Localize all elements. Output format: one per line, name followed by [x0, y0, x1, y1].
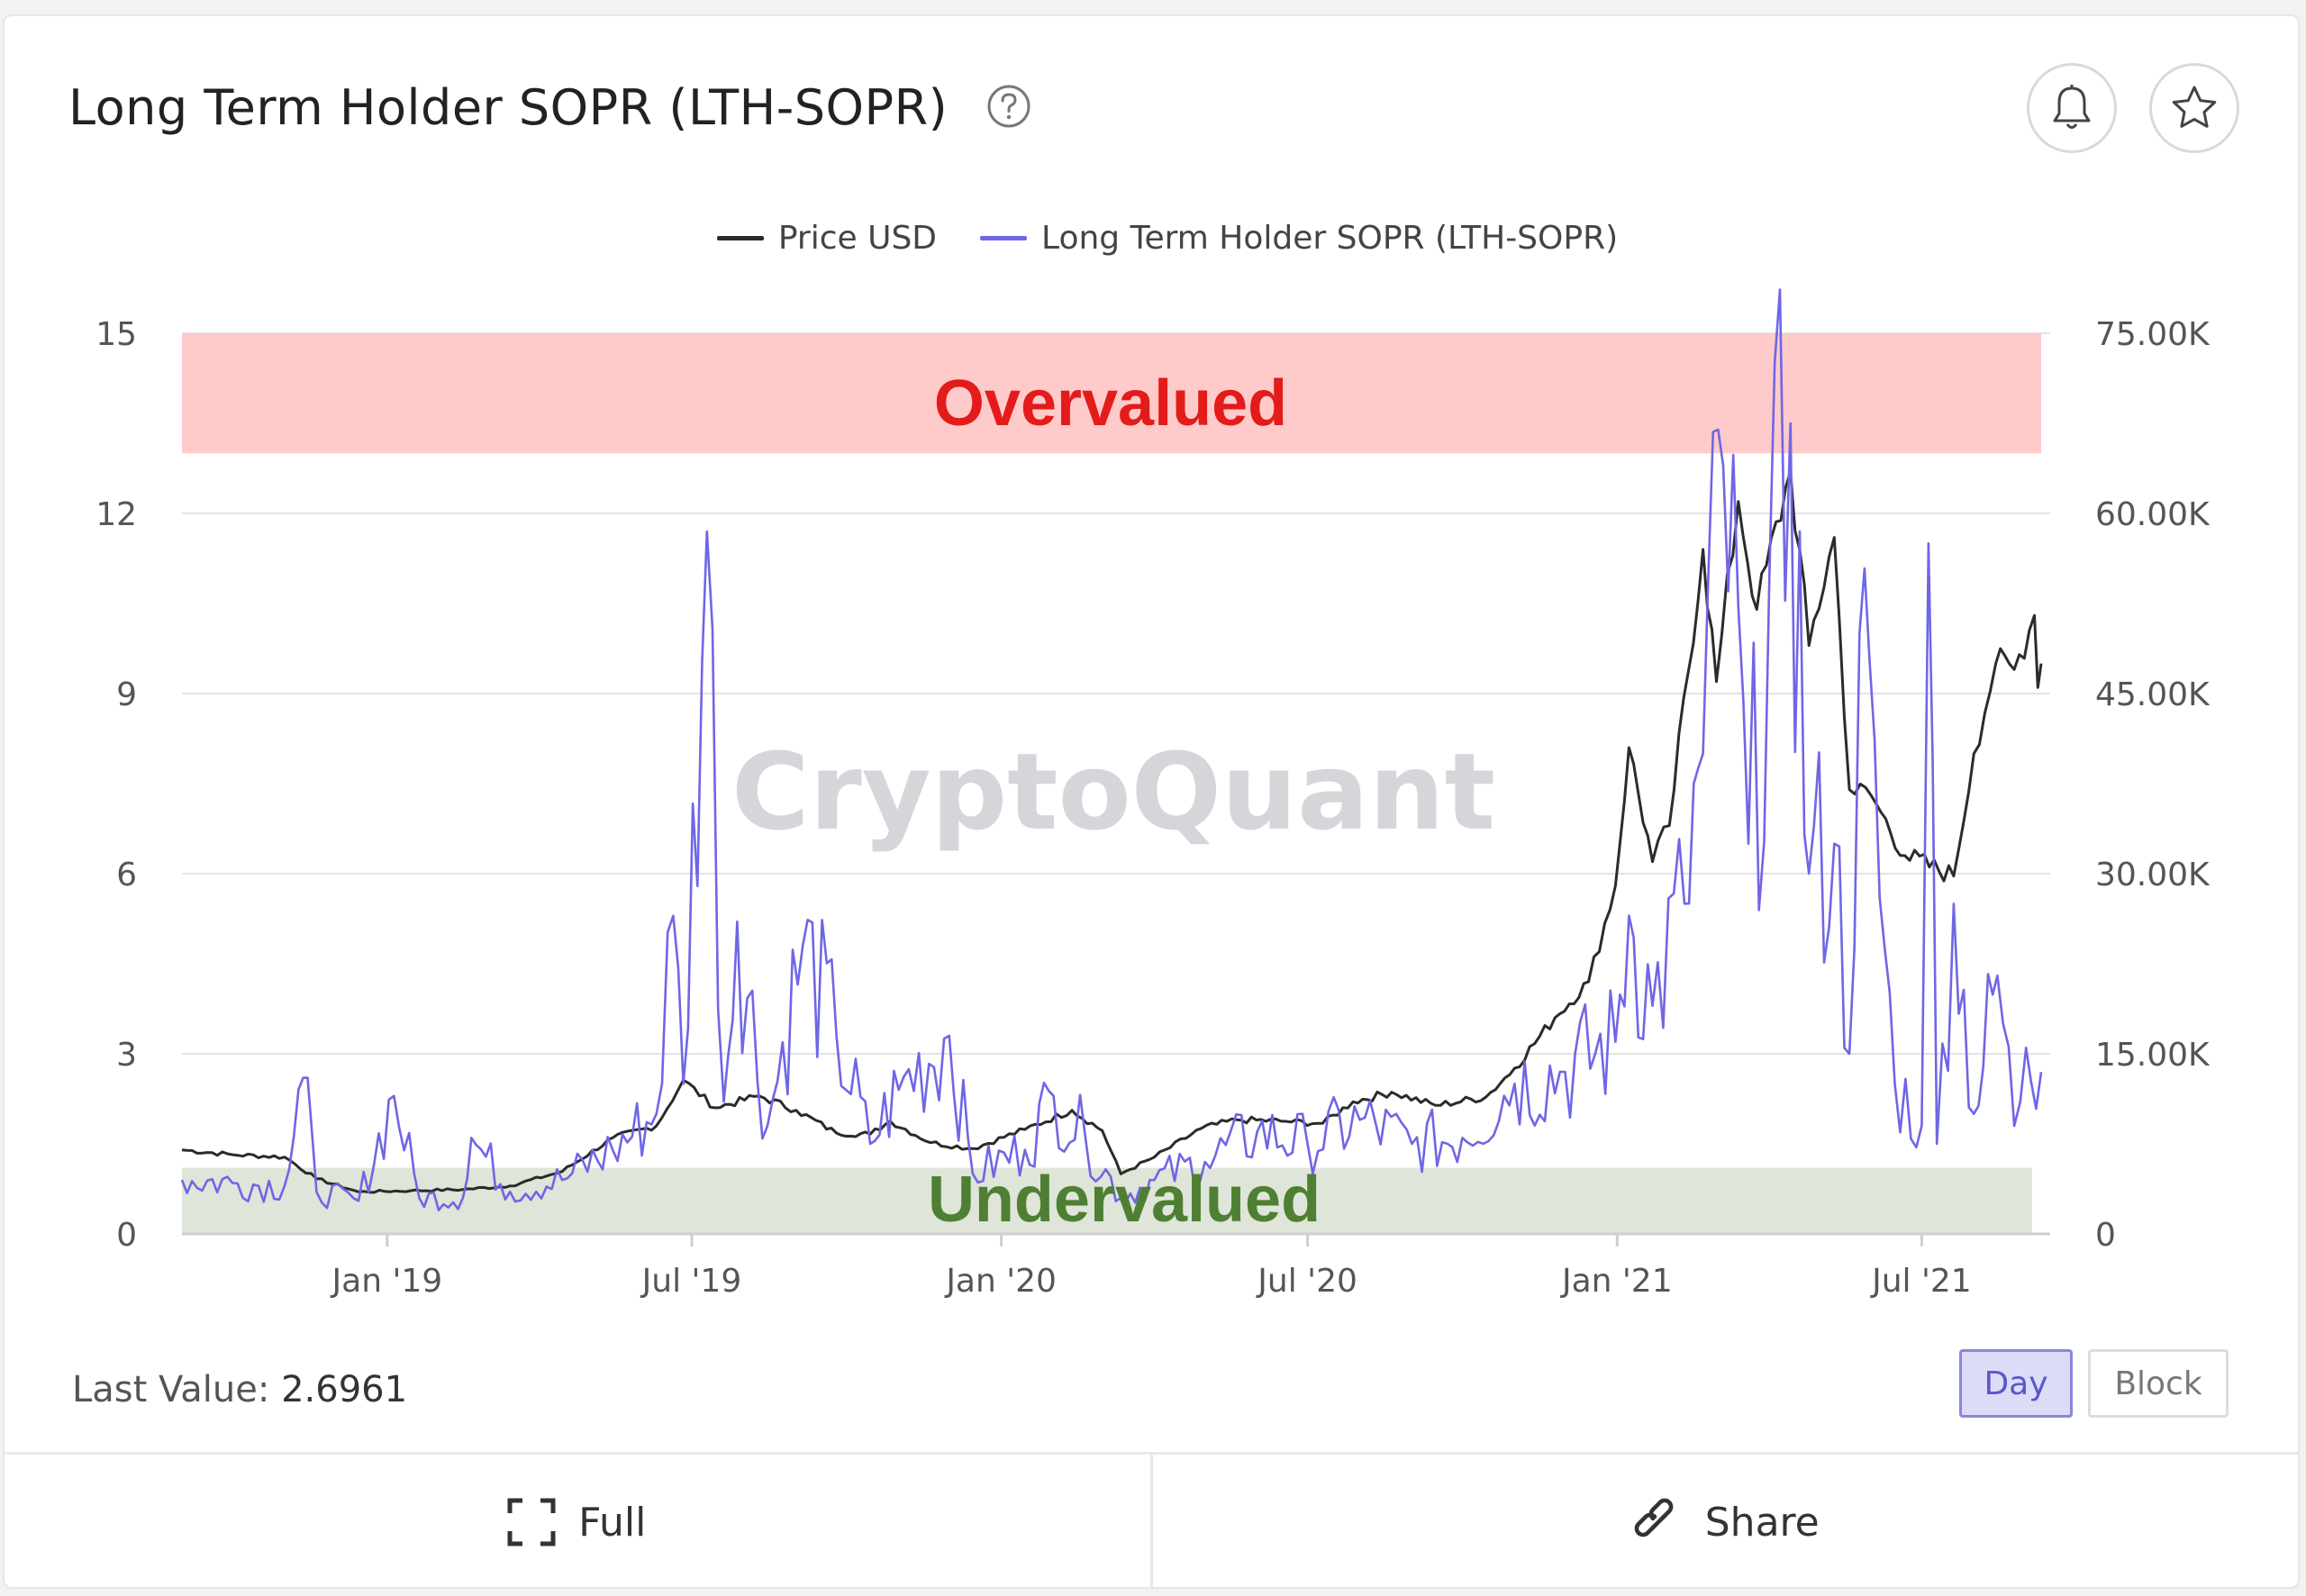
- chart-title: Long Term Holder SOPR (LTH-SOPR): [68, 79, 949, 136]
- question-circle-icon[interactable]: [985, 83, 1032, 130]
- chart-legend: Price USD Long Term Holder SOPR (LTH-SOP…: [0, 220, 2306, 257]
- link-icon: [1634, 1498, 1674, 1537]
- undervalued-label: Undervalued: [928, 1164, 1321, 1236]
- undervalued-zone: [182, 1167, 2032, 1234]
- x-tick-label: Jan '20: [944, 1263, 1057, 1300]
- alert-button[interactable]: [2027, 63, 2117, 153]
- series-line-lth-sopr: [180, 288, 2043, 1211]
- day-toggle-button[interactable]: Day: [1959, 1349, 2073, 1418]
- y-right-tick-label: 75.00K: [2095, 316, 2211, 353]
- legend-swatch-lth-sopr: [980, 236, 1028, 240]
- chart-plot: CryptoQuant Overvalued Undervalued 0 3 6 9 12 15…: [95, 288, 2211, 1300]
- x-tick-label: Jul '20: [1256, 1263, 1357, 1300]
- x-tick-label: Jul '19: [640, 1263, 742, 1300]
- x-tick-label: Jan '21: [1560, 1263, 1673, 1300]
- full-button[interactable]: Full: [3, 1455, 1150, 1590]
- y-left-tick-label: 6: [116, 857, 137, 893]
- y-right-tick-label: 30.00K: [2095, 857, 2211, 893]
- y-right-tick-label: 45.00K: [2095, 676, 2211, 713]
- full-button-label: Full: [578, 1499, 647, 1546]
- overvalued-zone: [182, 333, 2041, 454]
- fullscreen-icon: [507, 1498, 556, 1546]
- y-left-tick-label: 15: [95, 316, 137, 353]
- x-tick-label: Jan '19: [331, 1263, 443, 1300]
- x-tick-label: Jul '21: [1870, 1263, 1972, 1300]
- last-value-number: 2.6961: [281, 1369, 408, 1410]
- favorite-button[interactable]: [2149, 63, 2239, 153]
- chart-card: [3, 14, 2300, 1589]
- watermark-logo: CryptoQuant: [731, 730, 1495, 854]
- block-toggle-button[interactable]: Block: [2088, 1349, 2229, 1418]
- last-value: Last Value: 2.6961: [72, 1369, 407, 1410]
- share-button[interactable]: Share: [1149, 1455, 2301, 1590]
- bell-icon: [2053, 85, 2091, 129]
- legend-label-lth-sopr: Long Term Holder SOPR (LTH-SOPR): [1041, 220, 1619, 257]
- y-right-tick-label: 15.00K: [2095, 1037, 2211, 1074]
- share-button-label: Share: [1704, 1499, 1820, 1546]
- y-left-tick-label: 12: [95, 496, 137, 533]
- card-footer: Full Share: [3, 1452, 2300, 1590]
- legend-item-price[interactable]: Price USD: [716, 220, 938, 257]
- legend-item-lth-sopr[interactable]: Long Term Holder SOPR (LTH-SOPR): [980, 220, 1618, 257]
- star-icon: [2172, 86, 2217, 128]
- y-left-tick-label: 3: [116, 1037, 137, 1074]
- y-left-tick-label: 9: [116, 676, 137, 713]
- overvalued-label: Overvalued: [934, 367, 1287, 440]
- y-right-tick-label: 0: [2095, 1217, 2116, 1254]
- legend-swatch-price: [716, 236, 764, 240]
- last-value-label: Last Value:: [72, 1369, 270, 1410]
- y-left-tick-label: 0: [116, 1217, 137, 1254]
- legend-label-price: Price USD: [777, 220, 938, 257]
- y-right-tick-label: 60.00K: [2095, 496, 2211, 533]
